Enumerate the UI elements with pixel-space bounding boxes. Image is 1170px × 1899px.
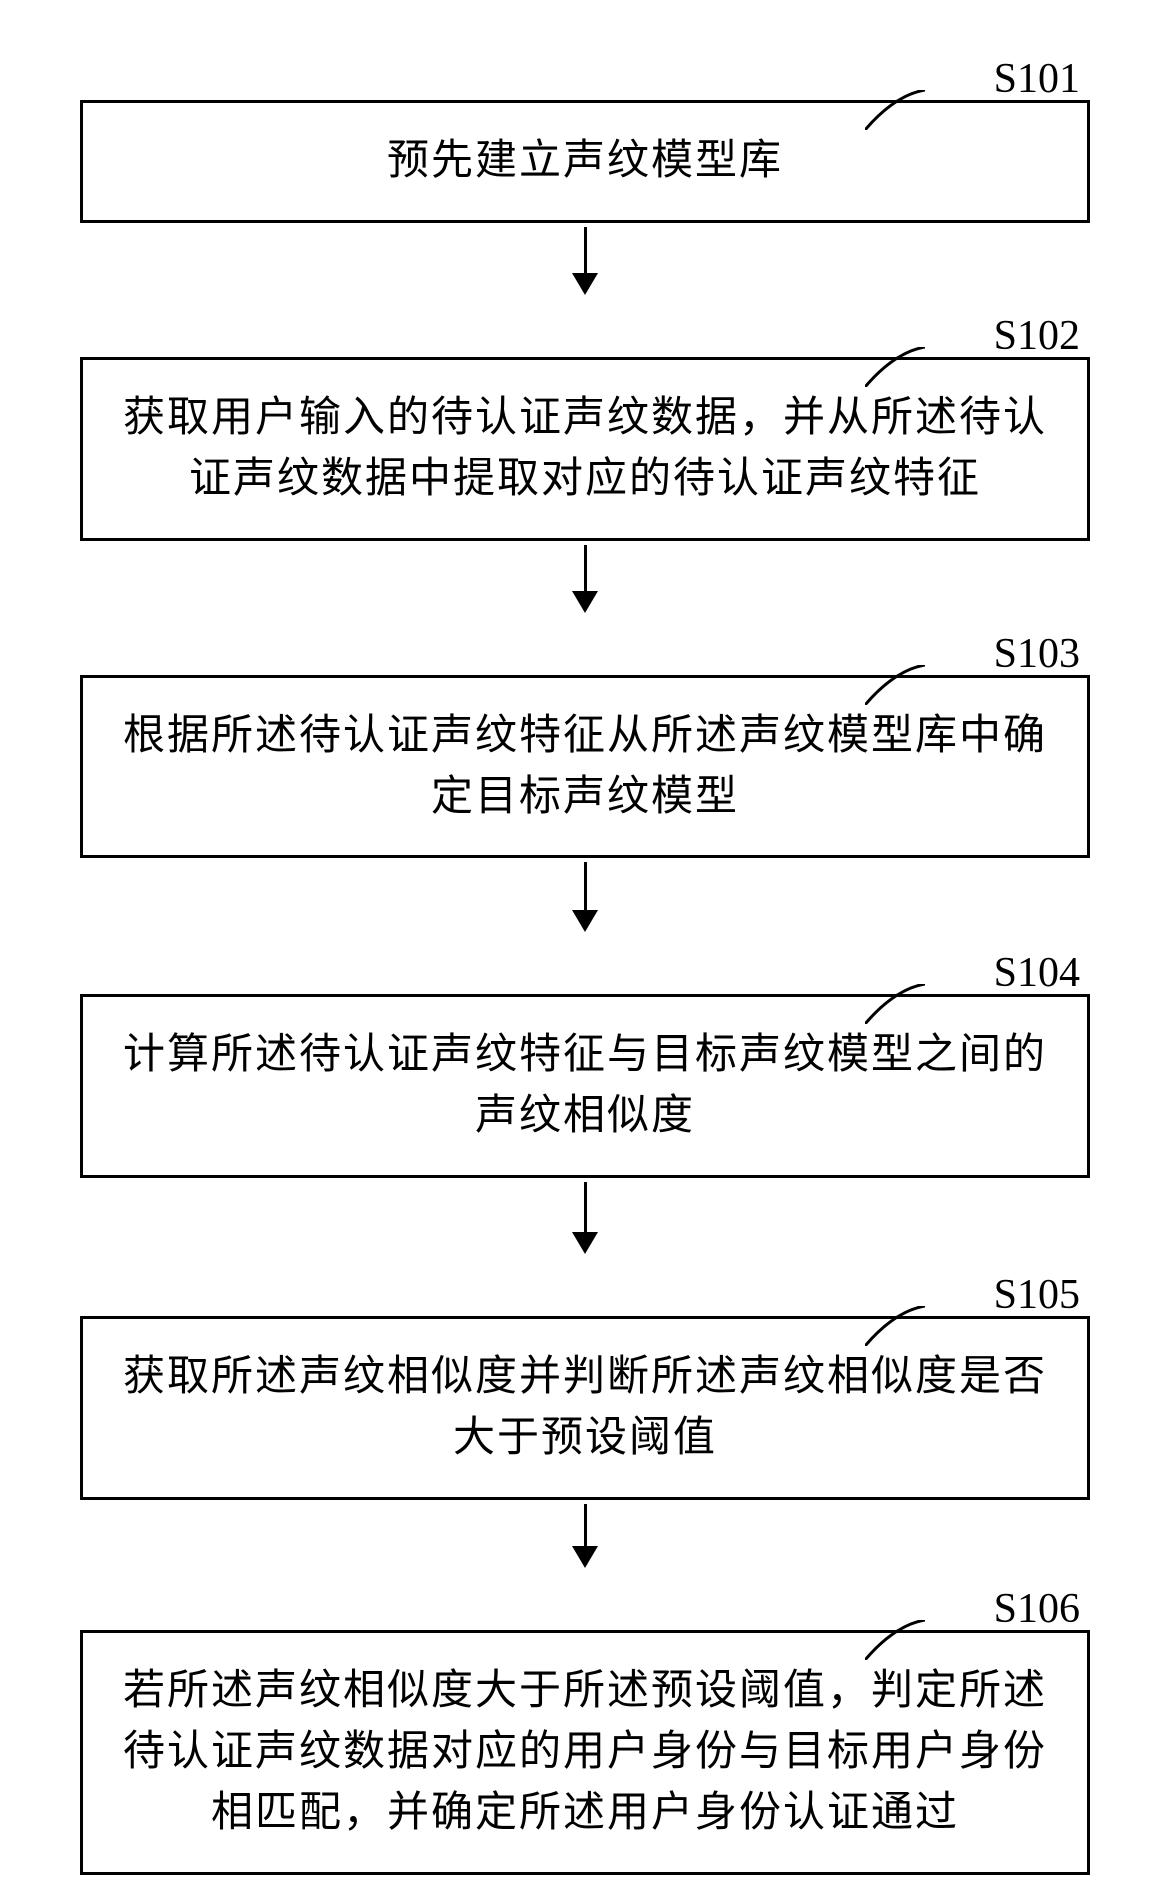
- step-s101: S101 预先建立声纹模型库: [80, 40, 1090, 297]
- label-row: S103: [80, 615, 1090, 675]
- step-text: 获取所述声纹相似度并判断所述声纹相似度是否大于预设阈值: [118, 1347, 1052, 1469]
- label-connector-line: [865, 1306, 925, 1346]
- label-connector-line: [865, 984, 925, 1024]
- arrow-line: [584, 1504, 587, 1546]
- flowchart-container: S101 预先建立声纹模型库 S102 获取用户输入的待认证声纹数据，并从所述待…: [80, 40, 1090, 1875]
- arrow-icon: [572, 1504, 598, 1568]
- step-s102: S102 获取用户输入的待认证声纹数据，并从所述待认证声纹数据中提取对应的待认证…: [80, 297, 1090, 615]
- step-box: 计算所述待认证声纹特征与目标声纹模型之间的声纹相似度: [80, 994, 1090, 1178]
- arrow-head: [572, 1546, 598, 1568]
- step-box: 获取所述声纹相似度并判断所述声纹相似度是否大于预设阈值: [80, 1316, 1090, 1500]
- arrow-icon: [572, 227, 598, 295]
- arrow-icon: [572, 545, 598, 613]
- arrow-line: [584, 227, 587, 273]
- arrow-head: [572, 591, 598, 613]
- step-label: S104: [994, 949, 1080, 997]
- label-connector-line: [865, 347, 925, 387]
- step-box: 根据所述待认证声纹特征从所述声纹模型库中确定目标声纹模型: [80, 675, 1090, 859]
- step-label: S102: [994, 312, 1080, 360]
- label-connector-line: [865, 665, 925, 705]
- step-s106: S106 若所述声纹相似度大于所述预设阈值，判定所述待认证声纹数据对应的用户身份…: [80, 1570, 1090, 1875]
- label-connector-line: [865, 90, 925, 130]
- step-label: S106: [994, 1585, 1080, 1633]
- step-text: 若所述声纹相似度大于所述预设阈值，判定所述待认证声纹数据对应的用户身份与目标用户…: [118, 1661, 1052, 1844]
- arrow-line: [584, 1182, 587, 1232]
- step-s103: S103 根据所述待认证声纹特征从所述声纹模型库中确定目标声纹模型: [80, 615, 1090, 935]
- label-row: S102: [80, 297, 1090, 357]
- step-label: S101: [994, 55, 1080, 103]
- arrow-icon: [572, 862, 598, 932]
- label-row: S106: [80, 1570, 1090, 1630]
- arrow-head: [572, 910, 598, 932]
- step-label: S103: [994, 630, 1080, 678]
- arrow-head: [572, 273, 598, 295]
- step-text: 获取用户输入的待认证声纹数据，并从所述待认证声纹数据中提取对应的待认证声纹特征: [118, 388, 1052, 510]
- step-box: 若所述声纹相似度大于所述预设阈值，判定所述待认证声纹数据对应的用户身份与目标用户…: [80, 1630, 1090, 1875]
- step-s105: S105 获取所述声纹相似度并判断所述声纹相似度是否大于预设阈值: [80, 1256, 1090, 1570]
- step-text: 根据所述待认证声纹特征从所述声纹模型库中确定目标声纹模型: [118, 706, 1052, 828]
- label-row: S104: [80, 934, 1090, 994]
- step-s104: S104 计算所述待认证声纹特征与目标声纹模型之间的声纹相似度: [80, 934, 1090, 1256]
- arrow-icon: [572, 1182, 598, 1254]
- arrow-line: [584, 545, 587, 591]
- step-text: 预先建立声纹模型库: [387, 131, 783, 192]
- label-row: S101: [80, 40, 1090, 100]
- label-connector-line: [865, 1620, 925, 1660]
- step-label: S105: [994, 1271, 1080, 1319]
- step-box: 获取用户输入的待认证声纹数据，并从所述待认证声纹数据中提取对应的待认证声纹特征: [80, 357, 1090, 541]
- label-row: S105: [80, 1256, 1090, 1316]
- step-box: 预先建立声纹模型库: [80, 100, 1090, 223]
- step-text: 计算所述待认证声纹特征与目标声纹模型之间的声纹相似度: [118, 1025, 1052, 1147]
- arrow-line: [584, 862, 587, 910]
- arrow-head: [572, 1232, 598, 1254]
